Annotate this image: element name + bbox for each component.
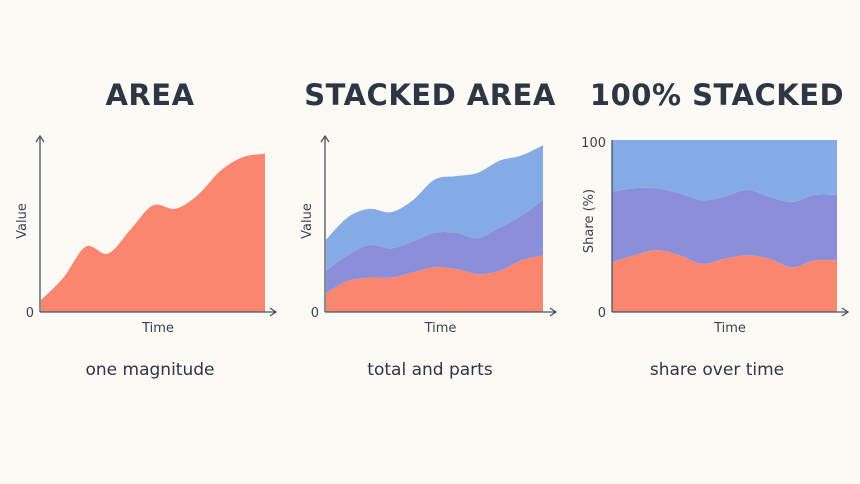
y-axis-arrow [320,134,330,143]
y-tick-label-100: 100 [581,136,606,151]
area-series-1 [612,250,837,312]
y-tick-label-0: 0 [598,306,606,321]
caption-area: one magnitude [85,360,215,380]
area-series-2 [326,200,543,294]
y-axis-label: Share (%) [582,189,597,253]
area-series-3 [326,145,543,271]
x-axis-label: Time [424,321,457,336]
panel-title-area: AREA [105,78,195,112]
x-axis-label: Time [713,321,746,336]
area-series-1 [326,255,543,312]
y-axis-label: Value [300,203,315,239]
area-series-2 [612,187,837,268]
chart-panel-2: 0 Time Value [300,134,558,336]
chart-panel-1: 0 Time Value [15,134,278,336]
x-axis-label: Time [141,321,174,336]
panel-title-100-stacked: 100% STACKED [589,78,845,112]
chart-panel-3: 0 100 Time Share (%) [581,136,850,336]
y-axis-label: Value [15,203,30,239]
x-axis-arrow [269,307,278,317]
x-axis-arrow [549,307,558,317]
x-axis-arrow [841,307,850,317]
caption-stacked-area: total and parts [367,360,493,380]
y-tick-label-0: 0 [26,306,34,321]
y-tick-label-0: 0 [311,306,319,321]
caption-100-stacked: share over time [649,360,785,380]
y-axis-arrow [35,134,45,143]
panel-title-stacked-area: STACKED AREA [304,78,556,112]
area-series-1 [41,153,265,312]
area-series-3 [612,140,837,202]
